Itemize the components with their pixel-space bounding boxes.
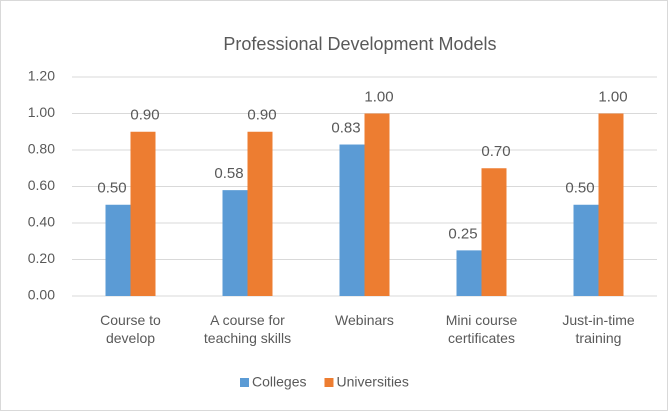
data-label: 1.00 xyxy=(598,88,627,105)
x-tick-label: Just-in-time training xyxy=(562,312,635,346)
y-tick-label: 0.40 xyxy=(28,214,55,230)
y-tick-label: 0.60 xyxy=(28,177,55,193)
legend-label: Universities xyxy=(336,374,408,390)
chart-title: Professional Development Models xyxy=(223,34,496,54)
data-label: 0.70 xyxy=(481,143,510,160)
x-tick-label: A course for teaching skills xyxy=(203,312,292,346)
legend-label: Colleges xyxy=(252,374,306,390)
bar xyxy=(105,204,131,296)
y-tick-label: 1.00 xyxy=(28,104,55,120)
bar xyxy=(598,113,624,296)
data-label: 0.90 xyxy=(130,107,159,124)
bar xyxy=(247,131,273,296)
x-tick-label: Mini course certificates xyxy=(445,312,518,346)
x-tick-label: Course to develop xyxy=(100,312,161,346)
data-label: 0.90 xyxy=(247,107,276,124)
data-label: 0.58 xyxy=(214,165,243,182)
legend-swatch xyxy=(324,378,334,387)
legend-swatch xyxy=(240,378,249,387)
y-tick-label: 0.80 xyxy=(28,141,55,157)
y-tick-label: 1.20 xyxy=(28,68,55,84)
data-label: 0.25 xyxy=(448,225,477,242)
y-tick-label: 0.20 xyxy=(28,250,55,266)
data-label: 1.00 xyxy=(364,88,393,105)
data-label: 0.50 xyxy=(565,180,594,197)
bar xyxy=(364,113,390,296)
bar xyxy=(573,204,599,296)
data-label: 0.83 xyxy=(331,119,360,136)
data-label: 0.50 xyxy=(97,180,126,197)
bar xyxy=(222,190,248,296)
bar xyxy=(339,144,365,296)
bar xyxy=(481,168,507,296)
bar xyxy=(130,131,156,296)
x-tick-label: Webinars xyxy=(335,312,394,328)
y-tick-label: 0.00 xyxy=(28,287,55,303)
bar xyxy=(456,250,482,296)
